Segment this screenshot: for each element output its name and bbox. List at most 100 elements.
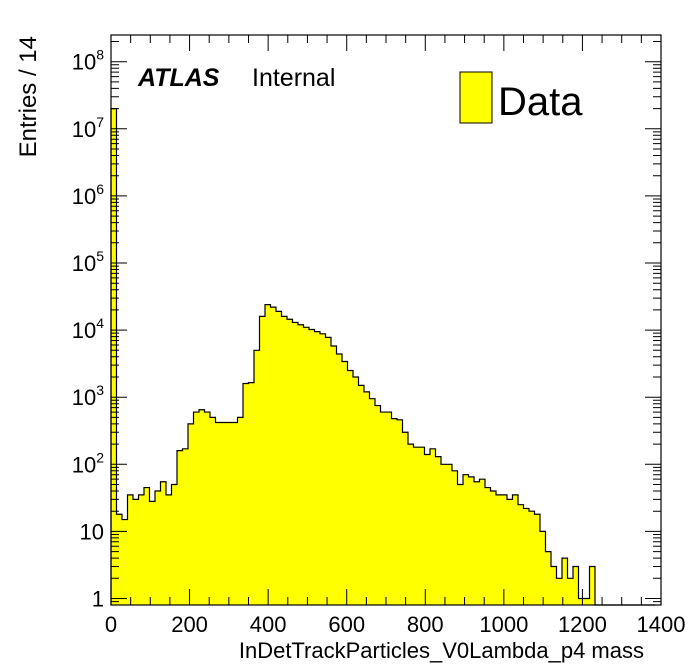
histogram-bar [199, 409, 205, 605]
histogram-bar [364, 391, 370, 605]
histogram-bar [518, 504, 524, 605]
histogram-bar [408, 444, 414, 605]
y-tick-label: 102 [72, 449, 104, 477]
histogram-bar [501, 494, 508, 605]
histogram-bar [573, 566, 579, 605]
histogram-bar [386, 412, 392, 605]
histogram-bar [441, 464, 447, 605]
histogram-bar [545, 551, 552, 605]
y-tick-label: 107 [72, 114, 104, 142]
histogram-bar [556, 578, 563, 605]
histogram-bar [490, 491, 497, 605]
histogram-bar [430, 448, 436, 605]
histogram-bar [276, 311, 282, 605]
histogram-bar [270, 307, 277, 605]
histogram-bar [419, 447, 425, 605]
histogram-bar [166, 494, 172, 605]
histogram-bar [116, 514, 123, 605]
histogram-bar [188, 423, 194, 605]
histogram-bar [325, 337, 332, 605]
histogram-bar [221, 422, 227, 605]
x-tick-label: 600 [328, 612, 365, 637]
x-tick-label: 200 [171, 612, 208, 637]
histogram-bar [287, 319, 293, 605]
histogram-bar [232, 422, 238, 605]
histogram-bar [397, 419, 403, 605]
histogram-bar [215, 422, 222, 605]
histogram-bar [468, 476, 475, 605]
internal-label: Internal [252, 64, 335, 92]
histogram-bar [127, 494, 134, 605]
histogram-bar [523, 508, 530, 605]
histogram-bar [375, 405, 381, 605]
y-axis-label: Entries / 14 [15, 36, 42, 157]
histogram-bar [540, 531, 546, 605]
histogram-bar [457, 484, 464, 605]
histogram-bar [342, 361, 348, 605]
histogram-bar [331, 345, 337, 605]
x-tick-label: 1000 [479, 612, 528, 637]
histogram-bar [551, 566, 557, 605]
histogram-bar [402, 432, 409, 605]
y-tick-label: 104 [72, 315, 104, 343]
histogram-bar [529, 511, 535, 605]
axis-ticks [110, 35, 662, 606]
y-tick-label: 1 [92, 586, 104, 611]
histogram-bar [144, 487, 150, 605]
histogram-bar [309, 329, 315, 605]
histogram-bar [369, 398, 376, 605]
x-tick-label: 1400 [637, 612, 686, 637]
histogram-bar [507, 499, 513, 605]
histogram-bar [177, 450, 183, 605]
histogram-bar [380, 412, 387, 605]
histogram-bar [336, 354, 343, 605]
histogram-bar [589, 566, 596, 605]
histogram-bar [353, 377, 359, 605]
histogram-bar [485, 487, 491, 605]
y-tick-label: 10 [80, 519, 104, 544]
y-tick-labels: 1 10 102 103 104 105 106 107 108 [72, 47, 104, 612]
histogram-bar [248, 382, 255, 605]
histogram-bar [133, 499, 139, 605]
histogram-bar [254, 350, 260, 605]
histogram-bar [193, 412, 200, 605]
histogram-bar [298, 324, 304, 605]
histogram-bar [265, 304, 271, 605]
histogram-bar [259, 316, 266, 605]
histogram-bar [314, 331, 321, 605]
tick-marks [110, 35, 662, 606]
histogram-bar [303, 327, 310, 605]
histogram-bar [435, 456, 442, 605]
legend: Data [459, 71, 583, 124]
x-tick-label: 400 [250, 612, 287, 637]
histogram-bars [111, 108, 596, 606]
histogram-bar [292, 322, 299, 605]
histogram-bar [567, 578, 574, 605]
histogram-bar [320, 333, 326, 605]
histogram-bar [578, 598, 585, 605]
histogram-bar [452, 470, 458, 605]
histogram-bar [446, 464, 453, 605]
histogram-bar [496, 494, 502, 605]
histogram-bar [122, 519, 128, 605]
atlas-label: ATLAS [137, 64, 220, 92]
x-tick-labels: 0 200 400 600 800 1000 1200 1400 [105, 612, 686, 637]
y-tick-label: 108 [72, 47, 104, 75]
x-tick-label: 1200 [558, 612, 607, 637]
histogram-bar [474, 481, 480, 605]
histogram-bar [584, 598, 590, 605]
histogram-bar [204, 412, 211, 605]
histogram-bar [243, 383, 249, 605]
histogram-bar [281, 316, 288, 605]
legend-swatch [459, 71, 493, 124]
histogram-bar [347, 370, 354, 605]
histogram-bar [138, 494, 145, 605]
y-tick-label: 103 [72, 382, 104, 410]
histogram-bar [210, 417, 216, 605]
histogram-bar [155, 491, 161, 605]
histogram-bar [534, 514, 541, 605]
histogram-bar [512, 494, 519, 605]
histogram-bar [237, 417, 244, 605]
x-axis-label: InDetTrackParticles_V0Lambda_p4 mass [239, 638, 644, 663]
